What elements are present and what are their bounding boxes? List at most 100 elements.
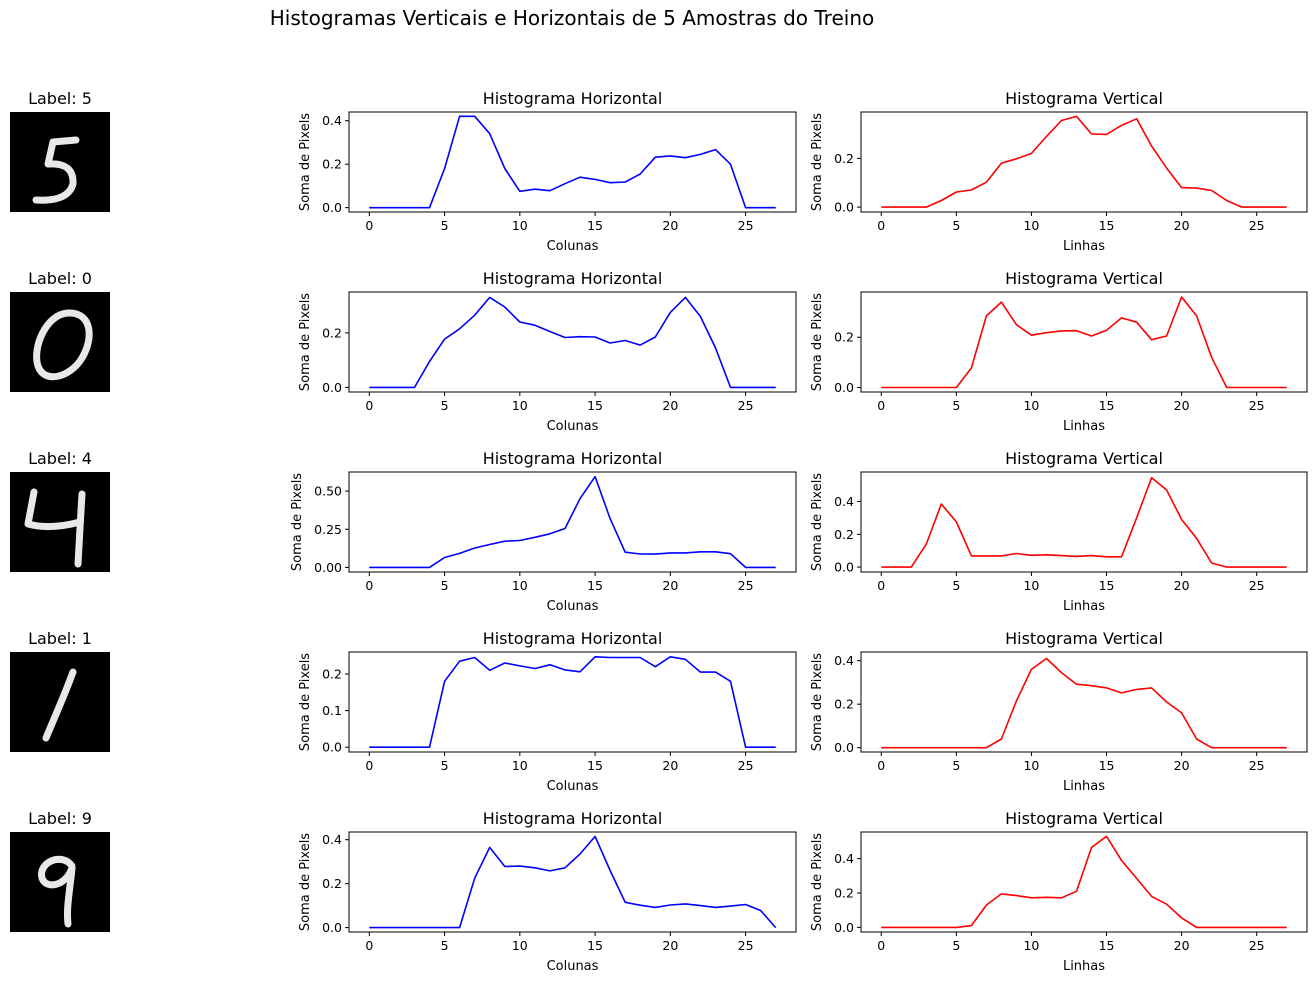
horizontal-histogram-xtick-label: 10 (512, 398, 528, 413)
vertical-histogram-xtick-label: 25 (1249, 398, 1265, 413)
horizontal-histogram-panel: Histograma Horizontal 0 5 10 15 20 25 0.0 0.1 0.2… (298, 629, 797, 794)
vertical-histogram-ytick-label: 0.4 (834, 494, 854, 509)
horizontal-histogram-ytick-label: 0.50 (314, 484, 342, 499)
horizontal-histogram-panel: Histograma Horizontal 0 5 10 15 20 25 0.0 0.2 Col… (298, 269, 797, 434)
vertical-histogram-ytick-label: 0.4 (834, 653, 854, 668)
horizontal-histogram-ytick-label: 0.4 (322, 113, 342, 128)
horizontal-histogram-xtick-label: 5 (441, 938, 449, 953)
vertical-histogram-ytick-label: 0.2 (834, 885, 854, 900)
horizontal-histogram-series-line (369, 296, 776, 389)
vertical-histogram-axes-frame (860, 831, 1308, 933)
vertical-histogram-xtick-label: 5 (952, 758, 960, 773)
vertical-histogram-title: Histograma Vertical (1005, 629, 1163, 648)
digit-stroke (32, 136, 80, 204)
vertical-histogram-series-line (881, 476, 1287, 568)
sample-row: Label: 0 Histograma Horizontal 0 5 10 15 20 25 0… (10, 269, 1308, 434)
horizontal-histogram-panel: Histograma Horizontal 0 5 10 15 20 25 0.0 0.2 0.4… (298, 809, 797, 974)
sample-label: Label: 4 (28, 449, 92, 468)
vertical-histogram-xlabel: Linhas (1063, 419, 1105, 434)
horizontal-histogram-ytick-label: 0.2 (322, 157, 342, 172)
vertical-histogram-xtick-label: 0 (877, 758, 885, 773)
vertical-histogram-xtick-label: 0 (877, 398, 885, 413)
vertical-histogram-axes-frame (860, 651, 1308, 753)
horizontal-histogram-panel: Histograma Horizontal 0 5 10 15 20 25 0.0 0.2 0.4… (298, 89, 797, 254)
horizontal-histogram-axes-frame (348, 111, 797, 213)
vertical-histogram-ylabel: Soma de Pixels (810, 653, 825, 751)
horizontal-histogram-xtick-label: 0 (365, 578, 373, 593)
horizontal-histogram-xlabel: Colunas (547, 599, 599, 614)
horizontal-histogram-xtick-label: 25 (738, 758, 754, 773)
vertical-histogram-xlabel: Linhas (1063, 599, 1105, 614)
horizontal-histogram-title: Histograma Horizontal (483, 89, 663, 108)
vertical-histogram-panel: Histograma Vertical 0 5 10 15 20 25 0.0 0.2 0.4 Li… (810, 449, 1308, 614)
vertical-histogram-xlabel: Linhas (1063, 959, 1105, 974)
digit-image (10, 832, 110, 932)
vertical-histogram-ytick-label: 0.2 (834, 697, 854, 712)
vertical-histogram-panel: Histograma Vertical 0 5 10 15 20 25 0.0 0.2 0.4 Li… (810, 629, 1308, 794)
horizontal-histogram-ylabel: Soma de Pixels (298, 653, 313, 751)
horizontal-histogram-axes-frame (348, 291, 797, 393)
horizontal-histogram-xtick-label: 20 (662, 758, 678, 773)
sample-row: Label: 4 Histograma Horizontal 0 5 10 15 20 25 0… (10, 449, 1308, 614)
horizontal-histogram-xtick-label: 5 (441, 218, 449, 233)
vertical-histogram-xtick-label: 15 (1099, 578, 1115, 593)
digit-image (10, 652, 110, 752)
sample-row: Label: 5 Histograma Horizontal 0 5 10 15 20 25 0… (10, 89, 1308, 254)
vertical-histogram-series-line (881, 657, 1287, 749)
horizontal-histogram-xtick-label: 15 (587, 398, 603, 413)
sample-row: Label: 1 Histograma Horizontal 0 5 10 15 20 25 0… (10, 629, 1308, 794)
horizontal-histogram-xtick-label: 25 (738, 398, 754, 413)
vertical-histogram-xtick-label: 20 (1174, 218, 1190, 233)
vertical-histogram-ytick-label: 0.0 (834, 380, 854, 395)
vertical-histogram-series-line (881, 296, 1287, 389)
horizontal-histogram-ytick-label: 0.0 (322, 200, 342, 215)
vertical-histogram-xlabel: Linhas (1063, 239, 1105, 254)
vertical-histogram-xtick-label: 20 (1174, 398, 1190, 413)
horizontal-histogram-xtick-label: 5 (441, 398, 449, 413)
vertical-histogram-xtick-label: 25 (1249, 218, 1265, 233)
vertical-histogram-xtick-label: 0 (877, 938, 885, 953)
horizontal-histogram-axes-frame (348, 831, 797, 933)
horizontal-histogram-title: Histograma Horizontal (483, 629, 663, 648)
horizontal-histogram-xtick-label: 5 (441, 758, 449, 773)
horizontal-histogram-xtick-label: 10 (512, 938, 528, 953)
horizontal-histogram-xtick-label: 10 (512, 758, 528, 773)
horizontal-histogram-ytick-label: 0.0 (322, 740, 342, 755)
horizontal-histogram-xtick-label: 5 (441, 578, 449, 593)
sample-label: Label: 1 (28, 629, 92, 648)
horizontal-histogram-series-line (369, 835, 777, 929)
horizontal-histogram-xtick-label: 0 (365, 398, 373, 413)
horizontal-histogram-xtick-label: 10 (512, 218, 528, 233)
sample-row: Label: 9 Histograma Horizontal 0 5 10 15 20 25 0… (10, 809, 1308, 974)
horizontal-histogram-title: Histograma Horizontal (483, 269, 663, 288)
vertical-histogram-xtick-label: 20 (1174, 578, 1190, 593)
horizontal-histogram-xtick-label: 25 (738, 938, 754, 953)
horizontal-histogram-axes-frame (348, 471, 797, 573)
sample-label: Label: 9 (28, 809, 92, 828)
horizontal-histogram-title: Histograma Horizontal (483, 449, 663, 468)
horizontal-histogram-ylabel: Soma de Pixels (298, 833, 313, 931)
vertical-histogram-panel: Histograma Vertical 0 5 10 15 20 25 0.0 0.2 Linha… (810, 89, 1308, 254)
horizontal-histogram-ylabel: Soma de Pixels (290, 473, 305, 571)
vertical-histogram-xtick-label: 15 (1099, 218, 1115, 233)
horizontal-histogram-xtick-label: 0 (365, 758, 373, 773)
vertical-histogram-xtick-label: 15 (1099, 398, 1115, 413)
vertical-histogram-xtick-label: 5 (952, 578, 960, 593)
vertical-histogram-xtick-label: 5 (952, 938, 960, 953)
digit-stroke (38, 855, 76, 928)
vertical-histogram-xtick-label: 25 (1249, 938, 1265, 953)
digit-stroke (74, 490, 86, 568)
vertical-histogram-xtick-label: 25 (1249, 578, 1265, 593)
horizontal-histogram-ytick-label: 0.0 (322, 380, 342, 395)
vertical-histogram-xtick-label: 10 (1023, 218, 1039, 233)
horizontal-histogram-ytick-label: 0.25 (314, 522, 342, 537)
horizontal-histogram-ytick-label: 0.4 (322, 832, 342, 847)
vertical-histogram-series-line (881, 835, 1287, 929)
vertical-histogram-title: Histograma Vertical (1005, 269, 1163, 288)
digit-image (10, 292, 110, 392)
horizontal-histogram-xtick-label: 20 (662, 938, 678, 953)
vertical-histogram-ytick-label: 0.2 (834, 330, 854, 345)
vertical-histogram-ytick-label: 0.0 (834, 920, 854, 935)
vertical-histogram-xtick-label: 0 (877, 578, 885, 593)
